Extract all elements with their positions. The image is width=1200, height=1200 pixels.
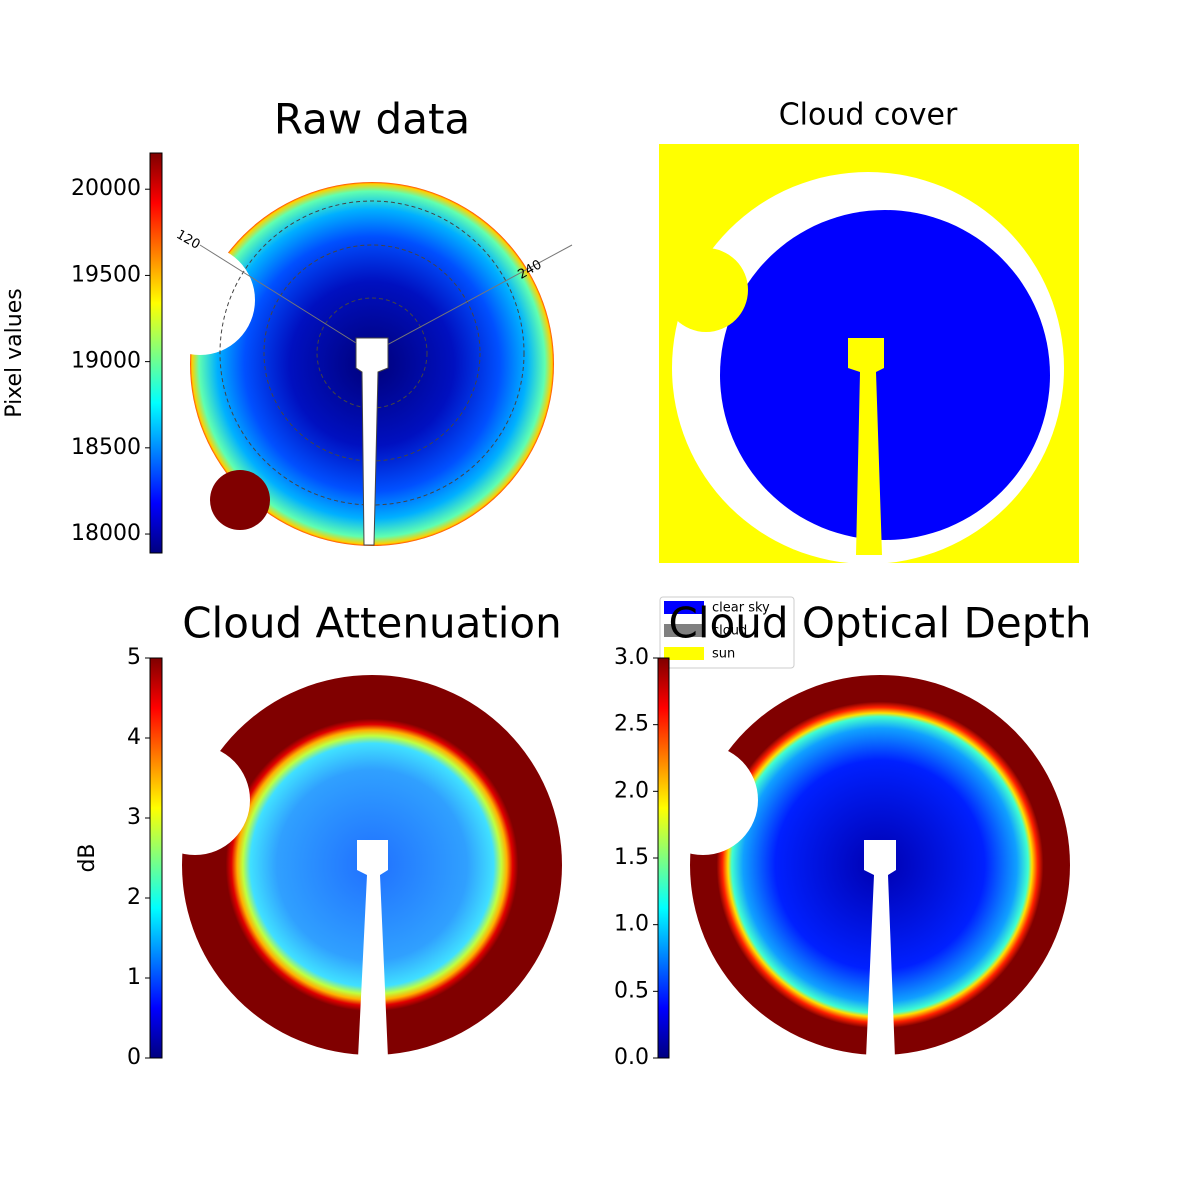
cloud-cover-image [659,144,1079,564]
colorbar-label: dB [75,843,100,872]
panel-title: Cloud Attenuation [182,599,562,648]
colorbar-tick-label: 0 [127,1045,141,1070]
legend-label: sun [712,647,735,662]
colorbar-tick-label: 4 [127,725,141,750]
raw-image [145,182,573,546]
colorbar-label: Pixel values [2,288,27,417]
colorbar-tick-label: 5 [127,645,141,670]
panel-title: Cloud Optical Depth [669,599,1092,648]
colorbar-tick-label: 1 [127,965,141,990]
colorbar-tick-label: 18000 [71,521,141,546]
colorbar [149,657,163,1059]
optical-depth-image [648,675,1070,1058]
colorbar-tick-label: 3.0 [614,645,649,670]
colorbar-tick-label: 0.5 [614,978,649,1003]
colorbar [657,657,670,1059]
panel-title: Raw data [274,95,470,144]
legend-label: cloud [712,624,747,639]
colorbar-tick-label: 2 [127,885,141,910]
colorbar-tick-label: 3 [127,805,141,830]
colorbar [149,152,163,554]
legend-swatch [664,624,704,637]
legend-swatch [664,647,704,660]
colorbar-tick-label: 1.0 [614,912,649,937]
panel-title: Cloud cover [779,98,958,133]
colorbar-tick-label: 19000 [71,349,141,374]
colorbar-tick-label: 20000 [71,176,141,201]
colorbar-tick-label: 1.5 [614,845,649,870]
colorbar-tick-label: 0.0 [614,1045,649,1070]
colorbar-tick-label: 2.5 [614,712,649,737]
legend-swatch [664,601,704,614]
colorbar-tick-label: 19500 [71,262,141,287]
attenuation-image [140,675,562,1058]
colorbar-tick-label: 18500 [71,435,141,460]
colorbar-tick-label: 2.0 [614,778,649,803]
legend-label: clear sky [712,601,770,616]
